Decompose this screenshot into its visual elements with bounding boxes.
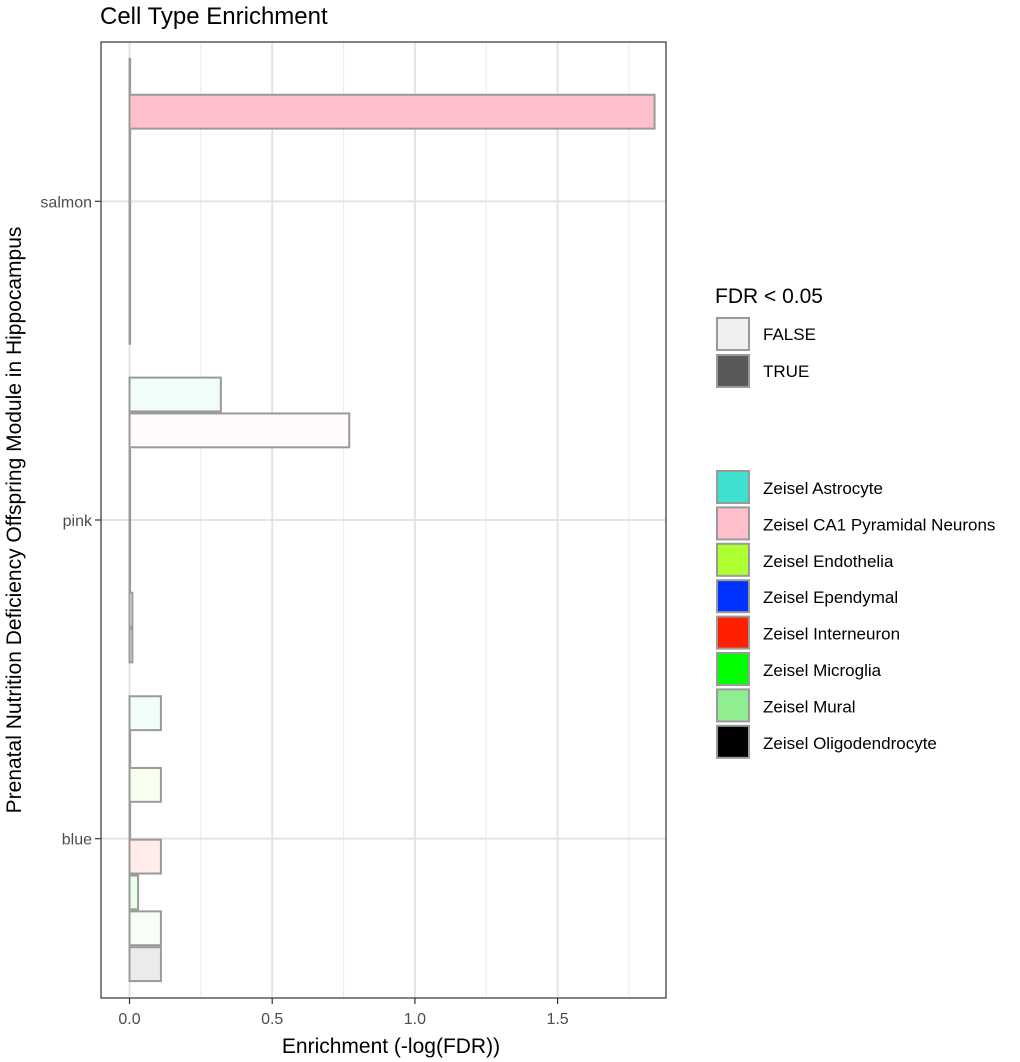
- chart-title: Cell Type Enrichment: [100, 3, 328, 30]
- legend-label-zeisel-mural: Zeisel Mural: [763, 697, 856, 716]
- bar-blue-zeisel-ependymal: [128, 802, 132, 839]
- bar-salmon-zeisel-ependymal: [128, 165, 132, 202]
- y-axis: blue pink salmon: [40, 194, 101, 849]
- bar-salmon-zeisel-microglia: [128, 237, 132, 274]
- grid-lines: [101, 42, 666, 998]
- legend-key-zeisel-mural: [716, 688, 750, 723]
- bar-salmon-zeisel-endothelia: [128, 129, 132, 166]
- legend-key-zeisel-microglia: [716, 652, 750, 686]
- bar-blue-zeisel-astrocyte: [128, 695, 162, 732]
- bar-pink-zeisel-ependymal: [128, 484, 132, 520]
- bar-pink-zeisel-mural: [128, 591, 134, 628]
- bar-blue-zeisel-oligodendrocyte: [128, 946, 162, 983]
- y-tick-label: salmon: [40, 194, 92, 211]
- x-axis: 0.0 0.5 1.0 1.5: [118, 998, 569, 1028]
- legend-label-zeisel-endothelia: Zeisel Endothelia: [763, 552, 894, 571]
- bar-salmon-zeisel-astrocyte: [128, 57, 132, 94]
- legend-label-zeisel-ca1-pyramidal-neurons: Zeisel CA1 Pyramidal Neurons: [763, 515, 995, 534]
- legend-label-zeisel-oligodendrocyte: Zeisel Oligodendrocyte: [763, 734, 937, 753]
- bars: [128, 57, 656, 983]
- bar-pink-zeisel-astrocyte: [128, 376, 222, 413]
- bar-blue-zeisel-microglia: [128, 874, 140, 911]
- bar-blue-zeisel-ca1-pyramidal-neurons: [128, 731, 132, 767]
- legend-label-zeisel-microglia: Zeisel Microglia: [763, 661, 882, 680]
- legend-label-true: TRUE: [763, 362, 809, 381]
- legend-key-zeisel-interneuron: [716, 615, 750, 650]
- legend-key-zeisel-ca1-pyramidal-neurons: [716, 506, 750, 541]
- bar-blue-zeisel-endothelia: [128, 766, 162, 803]
- legend-label-zeisel-astrocyte: Zeisel Astrocyte: [763, 479, 883, 498]
- legend-label-zeisel-ependymal: Zeisel Ependymal: [763, 588, 898, 607]
- legend-key-zeisel-endothelia: [716, 542, 750, 577]
- legend-cell-type: Zeisel Astrocyte Zeisel CA1 Pyramidal Neu…: [716, 470, 995, 759]
- legend-fdr-title: FDR < 0.05: [715, 285, 823, 308]
- bar-salmon-zeisel-mural: [128, 273, 132, 309]
- bar-blue-zeisel-mural: [128, 910, 162, 947]
- x-axis-title: Enrichment (-log(FDR)): [282, 1035, 500, 1058]
- y-axis-title: Prenatal Nutrition Deficiency Offspring …: [3, 227, 26, 814]
- legend-label-zeisel-interneuron: Zeisel Interneuron: [763, 625, 900, 644]
- legend-key-false: [716, 317, 750, 351]
- legend-fdr: FDR < 0.05 FALSE TRUE: [715, 285, 823, 388]
- bar-salmon-zeisel-oligodendrocyte: [128, 308, 132, 345]
- bar-blue-zeisel-interneuron: [128, 838, 162, 875]
- bar-salmon-zeisel-interneuron: [128, 201, 132, 238]
- legend-key-zeisel-ependymal: [716, 579, 750, 614]
- x-tick-label: 0.0: [118, 1011, 140, 1028]
- bar-pink-zeisel-ca1-pyramidal-neurons: [128, 412, 351, 449]
- legend-label-false: FALSE: [763, 325, 816, 344]
- bar-pink-zeisel-microglia: [128, 555, 132, 592]
- y-tick-label: blue: [62, 832, 92, 849]
- x-tick-label: 0.5: [261, 1011, 283, 1028]
- legend-key-zeisel-oligodendrocyte: [716, 724, 750, 759]
- legend-key-true: [716, 354, 750, 388]
- x-tick-label: 1.0: [404, 1011, 426, 1028]
- bar-pink-zeisel-oligodendrocyte: [128, 627, 134, 664]
- y-tick-label: pink: [63, 513, 93, 530]
- bar-pink-zeisel-interneuron: [128, 520, 132, 556]
- legend-key-zeisel-astrocyte: [716, 470, 750, 504]
- x-tick-label: 1.5: [546, 1011, 568, 1028]
- bar-salmon-zeisel-ca1-pyramidal-neurons: [128, 93, 656, 130]
- bar-pink-zeisel-endothelia: [128, 448, 132, 485]
